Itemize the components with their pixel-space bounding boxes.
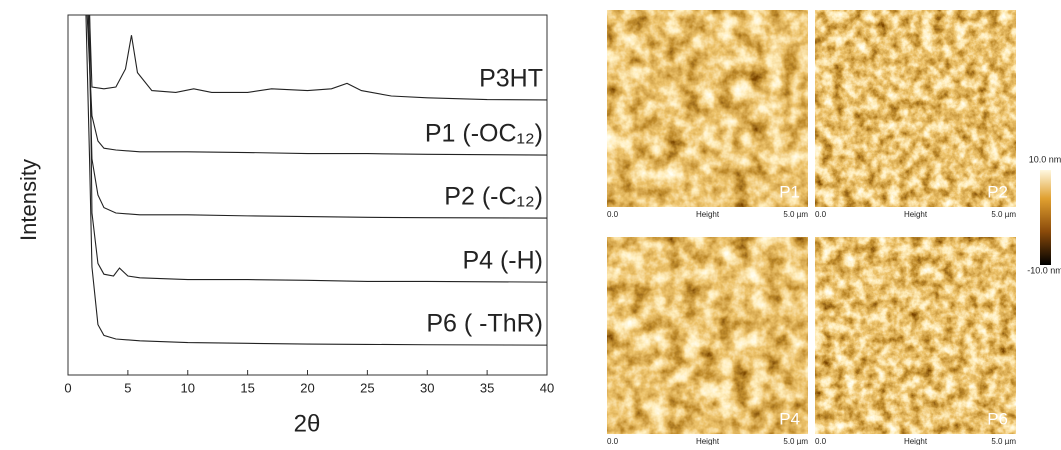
scale-start: 0.0 <box>607 437 619 445</box>
x-tick-label: 30 <box>420 380 434 395</box>
colorbar-max: 10.0 nm <box>1029 154 1061 164</box>
xrd-trace <box>87 15 547 219</box>
x-tick-label: 15 <box>240 380 254 395</box>
series-label: P6 ( -ThR) <box>426 310 543 338</box>
series-label: P1 (-OC₁₂) <box>425 120 543 148</box>
channel: Height <box>904 437 928 445</box>
afm-label: P2 <box>987 182 1008 201</box>
channel: Height <box>696 210 720 219</box>
afm-image <box>815 237 1016 434</box>
color-bar <box>1040 170 1051 265</box>
scale-end: 5.0 µm <box>783 210 808 219</box>
traces <box>85 15 547 346</box>
channel: Height <box>904 210 928 219</box>
colorbar-min: -10.0 nm <box>1027 265 1061 275</box>
x-tick-label: 20 <box>300 380 314 395</box>
afm-label: P1 <box>779 182 800 201</box>
x-axis-label: 2θ <box>294 410 321 437</box>
scale-end: 5.0 µm <box>991 210 1016 219</box>
x-tick-label: 40 <box>540 380 554 395</box>
x-tick-label: 5 <box>124 380 131 395</box>
x-tick-label: 35 <box>480 380 494 395</box>
xrd-trace <box>85 15 547 346</box>
scale-start: 0.0 <box>815 210 827 219</box>
xrd-trace <box>89 15 547 101</box>
scale-end: 5.0 µm <box>783 437 808 445</box>
afm-label: P4 <box>779 409 800 428</box>
y-axis-label: Intensity <box>16 159 41 241</box>
afm-image <box>607 237 808 434</box>
afm-label: P6 <box>987 409 1008 428</box>
xrd-trace <box>89 15 547 283</box>
scale-end: 5.0 µm <box>991 437 1016 445</box>
x-tick-label: 10 <box>181 380 195 395</box>
x-tick-label: 25 <box>360 380 374 395</box>
afm-image <box>815 10 1016 207</box>
xrd-trace <box>86 15 547 156</box>
series-label: P3HT <box>479 65 543 93</box>
afm-image <box>607 10 808 207</box>
channel: Height <box>696 437 720 445</box>
series-label: P4 (-H) <box>462 247 543 275</box>
series-label: P2 (-C₁₂) <box>444 183 543 211</box>
scale-start: 0.0 <box>815 437 827 445</box>
x-tick-label: 0 <box>64 380 71 395</box>
scale-start: 0.0 <box>607 210 619 219</box>
